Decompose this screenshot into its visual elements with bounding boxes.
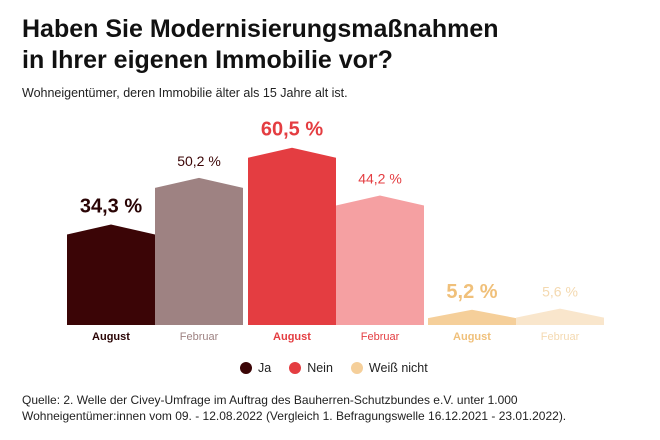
data-label-nein-februar: 44,2 % — [358, 170, 402, 186]
source-line-2: Wohneigentümer:innen vom 09. - 12.08.202… — [22, 409, 567, 423]
bar-weiss-nicht-februar — [516, 308, 604, 325]
legend-item-nein: Nein — [289, 361, 333, 375]
bar-ja-februar — [155, 177, 243, 325]
legend-swatch-ja — [240, 362, 252, 374]
period-label-ja-august: August — [92, 331, 130, 343]
period-label-weiss-nicht-august: August — [453, 331, 491, 343]
legend-item-ja: Ja — [240, 361, 271, 375]
legend-swatch-nein — [289, 362, 302, 374]
chart-title: Haben Sie Modernisierungsmaßnahmen in Ih… — [22, 14, 642, 76]
period-label-nein-februar: Februar — [361, 331, 400, 343]
data-label-weiss-nicht-februar: 5,6 % — [542, 284, 578, 300]
source-line-1: Quelle: 2. Welle der Civey-Umfrage im Au… — [22, 393, 518, 407]
legend-label-nein: Nein — [307, 361, 333, 375]
data-label-nein-august: 60,5 % — [261, 119, 323, 141]
chart-title-line-2: in Ihrer eigenen Immobilie vor? — [22, 46, 393, 74]
data-label-weiss-nicht-august: 5,2 % — [446, 281, 497, 303]
legend-label-ja: Ja — [258, 361, 272, 375]
chart-legend: Ja Nein Weiß nicht — [240, 361, 428, 375]
period-label-nein-august: August — [273, 331, 311, 343]
legend-label-weiss-nicht: Weiß nicht — [368, 361, 428, 375]
legend-swatch-weiss-nicht — [350, 362, 363, 374]
period-label-weiss-nicht-februar: Februar — [541, 331, 580, 343]
chart-title-line-1: Haben Sie Modernisierungsmaßnahmen — [22, 15, 499, 43]
source-note: Quelle: 2. Welle der Civey-Umfrage im Au… — [22, 392, 652, 424]
bar-nein-februar — [336, 195, 424, 325]
bar-weiss-nicht-august — [428, 309, 516, 325]
bar-nein-august — [248, 147, 336, 325]
legend-item-weiss-nicht: Weiß nicht — [350, 361, 428, 375]
chart-subtitle: Wohneigentümer, deren Immobilie älter al… — [22, 86, 348, 100]
data-label-ja-august: 34,3 % — [80, 196, 142, 218]
bar-ja-august — [67, 224, 155, 325]
period-label-ja-februar: Februar — [180, 331, 219, 343]
data-label-ja-februar: 50,2 % — [177, 153, 221, 169]
